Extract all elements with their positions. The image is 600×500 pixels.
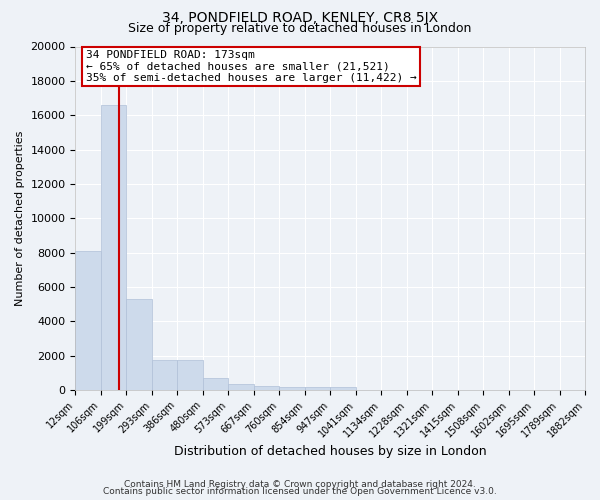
Bar (305, 387, 330, 390)
Bar (127, 299, 152, 390)
Text: Contains public sector information licensed under the Open Government Licence v3: Contains public sector information licen… (103, 488, 497, 496)
Bar (279, 386, 305, 390)
X-axis label: Distribution of detached houses by size in London: Distribution of detached houses by size … (174, 444, 487, 458)
Text: Contains HM Land Registry data © Crown copyright and database right 2024.: Contains HM Land Registry data © Crown c… (124, 480, 476, 489)
Bar (152, 360, 178, 390)
Bar (203, 378, 228, 390)
Text: Size of property relative to detached houses in London: Size of property relative to detached ho… (128, 22, 472, 35)
Bar (178, 360, 203, 390)
Bar (101, 105, 127, 390)
Bar (76, 251, 101, 390)
Bar (228, 384, 254, 390)
Bar (330, 388, 356, 390)
Text: 34, PONDFIELD ROAD, KENLEY, CR8 5JX: 34, PONDFIELD ROAD, KENLEY, CR8 5JX (162, 11, 438, 25)
Text: 34 PONDFIELD ROAD: 173sqm
← 65% of detached houses are smaller (21,521)
35% of s: 34 PONDFIELD ROAD: 173sqm ← 65% of detac… (86, 50, 416, 83)
Y-axis label: Number of detached properties: Number of detached properties (15, 130, 25, 306)
Bar (254, 386, 279, 390)
